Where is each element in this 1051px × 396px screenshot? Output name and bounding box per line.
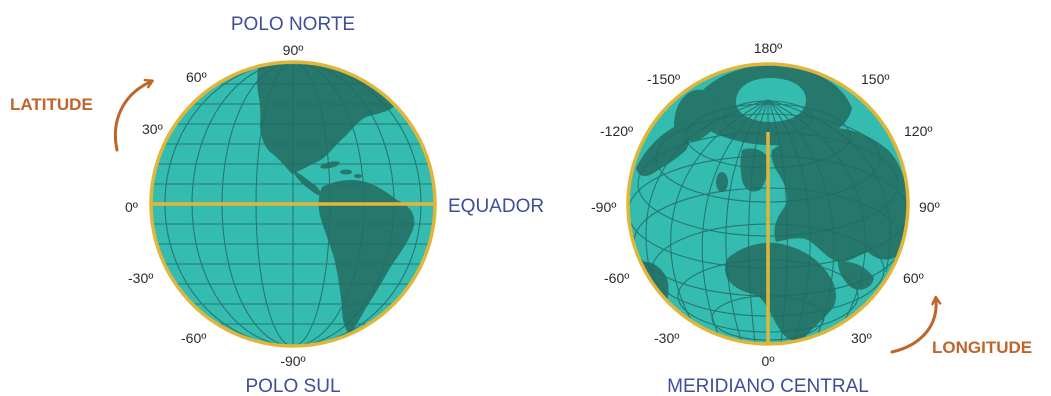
degree-120: 120º — [904, 123, 932, 139]
degree-minus-60: -60º — [181, 330, 206, 346]
latitude-globe: POLO NORTE POLO SUL EQUADOR LATITUDE 90º… — [10, 14, 544, 396]
latitude-globe-outline — [149, 60, 437, 348]
degree-minus-150: -150º — [647, 71, 680, 87]
curved-arrow-icon — [890, 300, 936, 354]
longitude-label: LONGITUDE — [932, 338, 1032, 357]
americas-landmass — [257, 64, 415, 334]
central-meridian-title: MERIDIANO CENTRAL — [667, 376, 869, 396]
degree-0-meridian: 0º — [762, 353, 775, 369]
longitude-globe: MERIDIANO CENTRAL LONGITUDE 180º -150º 1… — [591, 40, 1032, 396]
degree-60: 60º — [186, 69, 207, 85]
degree-180: 180º — [754, 40, 782, 56]
degree-0: 0º — [125, 199, 138, 215]
curved-arrow-icon — [113, 82, 150, 152]
equator-label: EQUADOR — [448, 196, 544, 217]
degree-30: 30º — [142, 121, 163, 137]
degree-30: 30º — [851, 330, 872, 346]
south-pole-title: POLO SUL — [245, 376, 340, 396]
degree-60: 60º — [903, 270, 924, 286]
north-pole-title: POLO NORTE — [231, 14, 355, 35]
degree-minus-90: -90º — [591, 199, 616, 215]
degree-minus-60: -60º — [604, 270, 629, 286]
degree-minus-120: -120º — [600, 123, 633, 139]
degree-minus-30: -30º — [654, 330, 679, 346]
longitude-globe-outline — [626, 62, 910, 346]
degree-150: 150º — [861, 71, 889, 87]
degree-90: 90º — [283, 42, 304, 58]
degree-minus-90: -90º — [280, 353, 305, 369]
degree-minus-30: -30º — [128, 270, 153, 286]
latitude-label: LATITUDE — [10, 95, 93, 114]
degree-90: 90º — [919, 199, 940, 215]
